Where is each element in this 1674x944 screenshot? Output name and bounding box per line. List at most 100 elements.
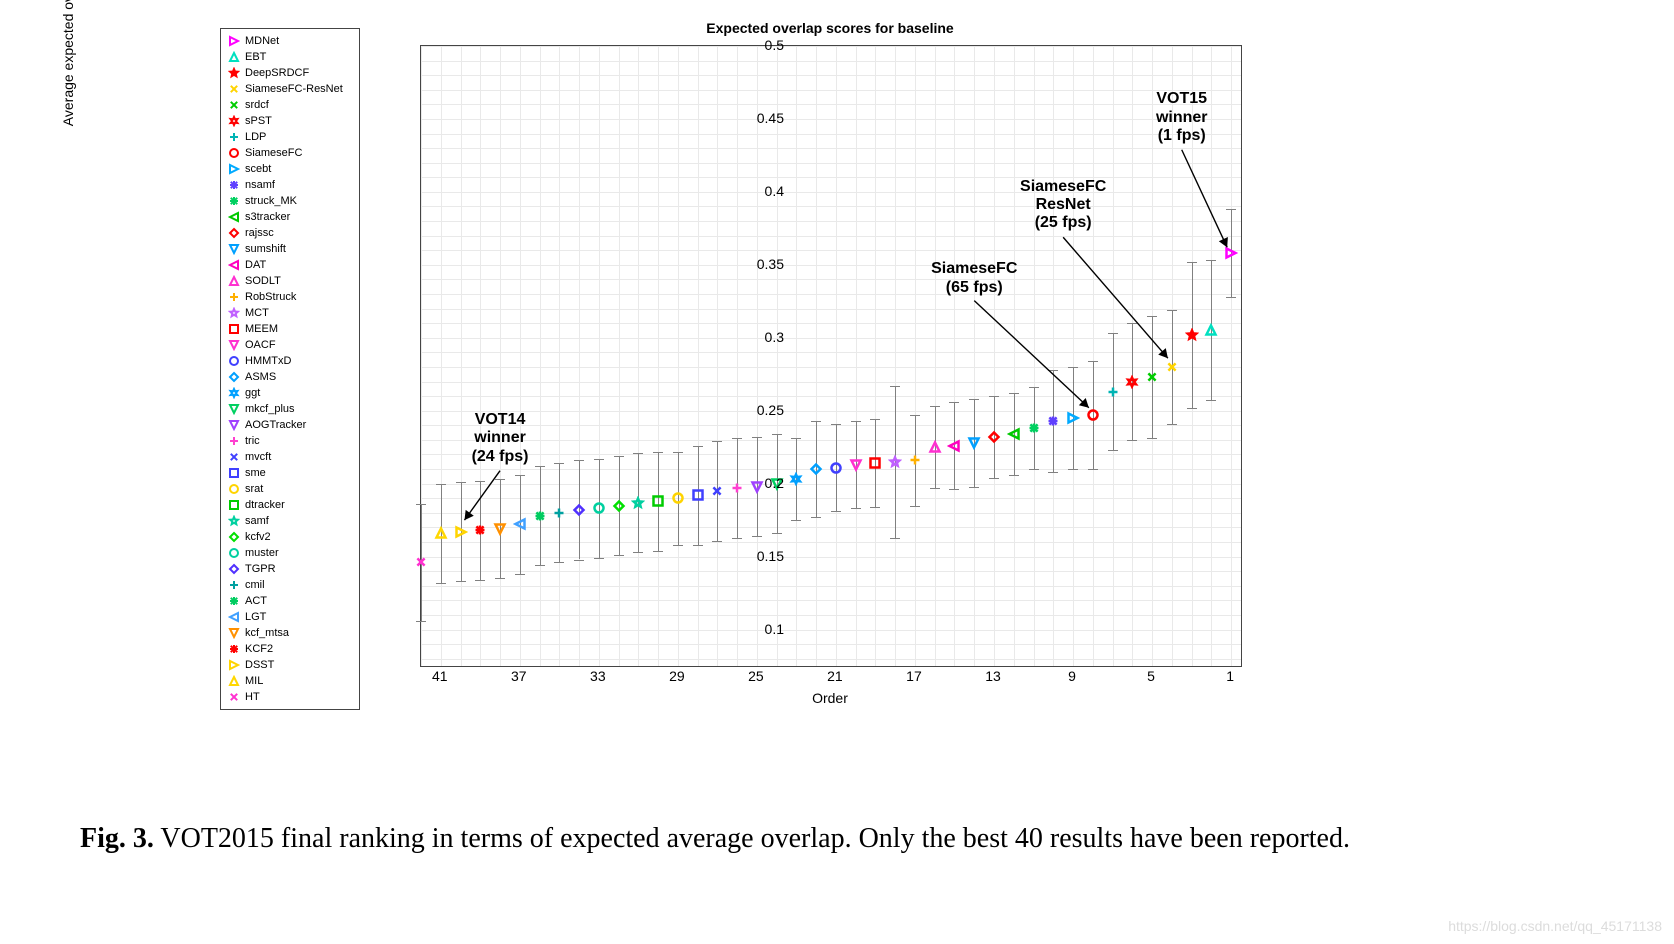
data-point <box>473 523 487 537</box>
y-axis-label: Average expected overlap <box>360 45 380 665</box>
legend-label: MIL <box>245 675 263 687</box>
x-tick-label: 41 <box>425 668 455 684</box>
data-point <box>631 496 645 510</box>
errorbar-cap <box>1226 209 1236 210</box>
legend-label: HMMTxD <box>245 355 291 367</box>
data-point <box>454 525 468 539</box>
y-tick-label: 0.15 <box>734 548 784 564</box>
errorbar-cap <box>732 438 742 439</box>
legend-item: sme <box>225 465 355 481</box>
minor-gridline <box>421 644 1241 645</box>
legend-marker-icon <box>225 401 243 417</box>
legend-item: samf <box>225 513 355 529</box>
legend-label: MDNet <box>245 35 279 47</box>
legend-item: RobStruck <box>225 289 355 305</box>
errorbar-cap <box>436 583 446 584</box>
errorbar-cap <box>870 507 880 508</box>
legend-item: sumshift <box>225 241 355 257</box>
minor-gridline <box>1014 46 1015 666</box>
data-point <box>928 440 942 454</box>
legend-label: kcf_mtsa <box>245 627 289 639</box>
errorbar-cap <box>949 489 959 490</box>
errorbar-cap <box>1048 370 1058 371</box>
legend-item: HT <box>225 689 355 705</box>
legend-label: LDP <box>245 131 266 143</box>
legend-item: mkcf_plus <box>225 401 355 417</box>
annotation-sfc: SiameseFC(65 fps) <box>904 260 1044 297</box>
legend-item: AOGTracker <box>225 417 355 433</box>
legend-label: LGT <box>245 611 266 623</box>
errorbar-cap <box>870 419 880 420</box>
legend-marker-icon <box>225 657 243 673</box>
legend-marker-icon <box>225 337 243 353</box>
minor-gridline <box>638 46 639 666</box>
minor-gridline <box>994 46 995 666</box>
legend-label: SiameseFC <box>245 147 302 159</box>
data-point <box>651 494 665 508</box>
minor-gridline <box>698 46 699 666</box>
legend-marker-icon <box>225 449 243 465</box>
legend-item: DAT <box>225 257 355 273</box>
plot-area: VOT15winner(1 fps)SiameseFCResNet(25 fps… <box>420 45 1242 667</box>
errorbar-cap <box>712 541 722 542</box>
x-tick-label: 17 <box>899 668 929 684</box>
data-point <box>947 439 961 453</box>
legend-item: srat <box>225 481 355 497</box>
minor-gridline <box>421 557 1241 558</box>
legend-label: DeepSRDCF <box>245 67 309 79</box>
data-point <box>533 509 547 523</box>
legend-item: sPST <box>225 113 355 129</box>
legend-marker-icon <box>225 433 243 449</box>
legend-label: cmil <box>245 579 265 591</box>
figure-container: MDNet EBT DeepSRDCF SiameseFC-ResNetsrdcfsP… <box>0 0 1674 944</box>
errorbar-cap <box>910 415 920 416</box>
legend-item: rajssc <box>225 225 355 241</box>
legend-item: srdcf <box>225 97 355 113</box>
minor-gridline <box>1093 46 1094 666</box>
data-point <box>612 499 626 513</box>
legend-label: samf <box>245 515 269 527</box>
data-point <box>710 484 724 498</box>
errorbar-cap <box>1048 472 1058 473</box>
legend-label: SODLT <box>245 275 281 287</box>
legend-item: DSST <box>225 657 355 673</box>
errorbar-cap <box>456 581 466 582</box>
minor-gridline <box>421 586 1241 587</box>
data-point <box>1125 375 1139 389</box>
x-tick-label: 21 <box>820 668 850 684</box>
errorbar-cap <box>554 562 564 563</box>
legend-item: MEEM <box>225 321 355 337</box>
legend-item: DeepSRDCF <box>225 65 355 81</box>
legend-label: ggt <box>245 387 260 399</box>
errorbar-cap <box>1068 469 1078 470</box>
minor-gridline <box>421 615 1241 616</box>
minor-gridline <box>895 46 896 666</box>
errorbar-cap <box>1108 333 1118 334</box>
data-point <box>592 501 606 515</box>
errorbar-cap <box>1187 408 1197 409</box>
legend-item: ggt <box>225 385 355 401</box>
errorbar-cap <box>1187 262 1197 263</box>
minor-gridline <box>1053 46 1054 666</box>
annotation-vot15: VOT15winner(1 fps) <box>1112 90 1252 145</box>
legend-label: EBT <box>245 51 266 63</box>
chart-title: Expected overlap scores for baseline <box>420 20 1240 36</box>
legend-item: SiameseFC-ResNet <box>225 81 355 97</box>
errorbar-cap <box>1029 387 1039 388</box>
legend-marker-icon <box>225 609 243 625</box>
legend-label: DAT <box>245 259 266 271</box>
errorbar-cap <box>890 538 900 539</box>
legend-item: EBT <box>225 49 355 65</box>
errorbar-cap <box>574 460 584 461</box>
legend-label: HT <box>245 691 260 703</box>
legend-marker-icon <box>225 33 243 49</box>
minor-gridline <box>954 46 955 666</box>
minor-gridline <box>737 46 738 666</box>
legend-item: ACT <box>225 593 355 609</box>
legend-item: scebt <box>225 161 355 177</box>
y-tick-label: 0.25 <box>734 402 784 418</box>
data-point <box>1027 421 1041 435</box>
legend-marker-icon <box>225 209 243 225</box>
legend-label: TGPR <box>245 563 276 575</box>
minor-gridline <box>421 571 1241 572</box>
